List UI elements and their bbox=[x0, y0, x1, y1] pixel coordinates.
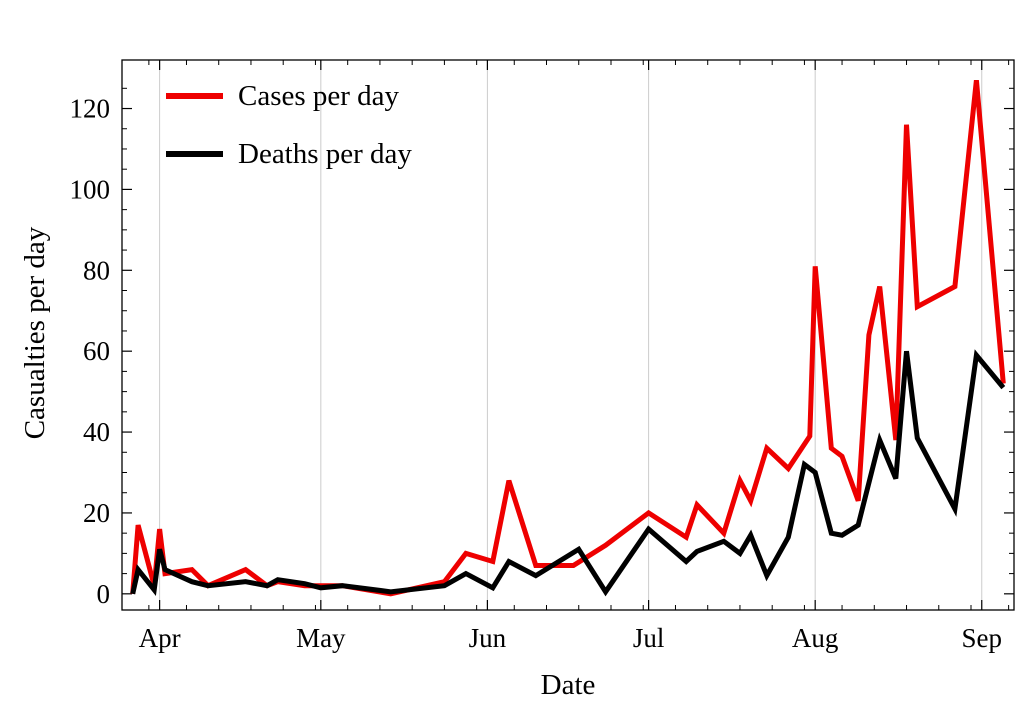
y-tick-label: 120 bbox=[70, 94, 111, 124]
x-axis-title: Date bbox=[541, 669, 596, 701]
legend-label-deaths: Deaths per day bbox=[238, 138, 412, 170]
y-tick-label: 80 bbox=[83, 255, 110, 285]
legend-label-cases: Cases per day bbox=[238, 80, 400, 112]
plot-frame bbox=[121, 59, 1015, 611]
y-tick-label: 40 bbox=[83, 417, 110, 447]
y-tick-label: 100 bbox=[70, 174, 111, 204]
x-tick-label: Aug bbox=[792, 623, 839, 653]
x-tick-label: May bbox=[296, 623, 346, 653]
y-axis: 0 20 40 60 80 100 120 bbox=[70, 87, 1014, 609]
y-tick-label: 20 bbox=[83, 498, 110, 528]
x-tick-label: Apr bbox=[139, 623, 181, 653]
legend: Cases per day Deaths per day bbox=[166, 80, 412, 170]
series-line-deaths bbox=[130, 349, 1006, 597]
x-tick-label: Sep bbox=[962, 623, 1003, 653]
series-lines bbox=[130, 79, 1006, 597]
series-line-cases bbox=[130, 79, 1006, 597]
y-tick-label: 60 bbox=[83, 336, 110, 366]
x-axis: Apr May Jun Jul Aug Sep bbox=[139, 60, 1010, 653]
y-tick-label: 0 bbox=[97, 579, 111, 609]
y-axis-title: Casualties per day bbox=[19, 226, 51, 439]
x-tick-label: Jul bbox=[633, 623, 665, 653]
x-tick-label: Jun bbox=[469, 623, 507, 653]
